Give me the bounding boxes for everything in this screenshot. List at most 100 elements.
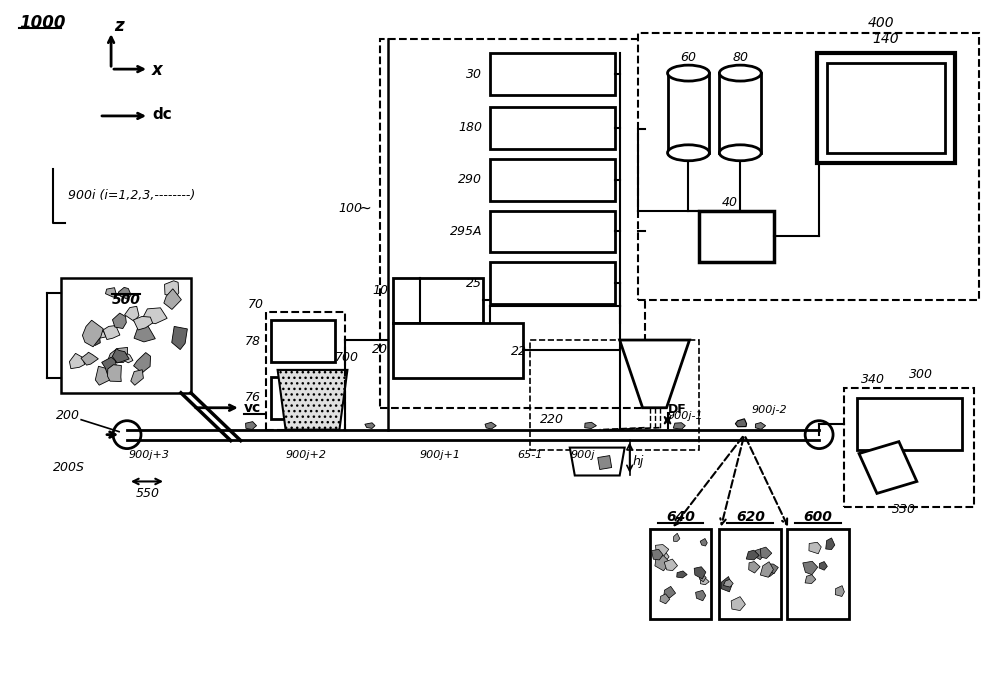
Text: 65-1: 65-1	[517, 450, 543, 459]
Polygon shape	[700, 539, 707, 546]
Polygon shape	[165, 281, 179, 296]
Polygon shape	[112, 313, 126, 329]
Text: 220: 220	[540, 414, 564, 426]
Bar	[719, 73, 761, 153]
Bar	[271, 320, 335, 362]
Text: 300: 300	[909, 368, 933, 382]
Text: 70: 70	[248, 297, 264, 311]
Text: 200: 200	[56, 409, 80, 423]
Bar	[266, 312, 345, 430]
Bar	[638, 33, 979, 300]
Text: 76: 76	[245, 391, 261, 404]
Polygon shape	[655, 545, 669, 557]
Bar	[530, 340, 699, 450]
Text: 100: 100	[338, 202, 362, 215]
Polygon shape	[133, 316, 153, 330]
Polygon shape	[134, 352, 151, 373]
Polygon shape	[809, 542, 821, 554]
Polygon shape	[86, 324, 98, 336]
Text: 80: 80	[732, 51, 748, 64]
Polygon shape	[108, 365, 121, 382]
Text: 60: 60	[680, 51, 696, 64]
Polygon shape	[570, 448, 625, 475]
Bar	[844, 388, 974, 507]
Polygon shape	[749, 562, 760, 573]
Text: 900j+2: 900j+2	[285, 450, 326, 459]
Bar	[490, 107, 615, 149]
Polygon shape	[655, 556, 670, 571]
Polygon shape	[105, 288, 117, 297]
Polygon shape	[760, 562, 773, 578]
Text: 10: 10	[372, 284, 388, 297]
Text: 900i (i=1,2,3,--------): 900i (i=1,2,3,--------)	[68, 189, 195, 202]
Text: 290: 290	[458, 173, 482, 186]
Polygon shape	[246, 422, 257, 430]
Polygon shape	[125, 306, 139, 321]
Text: z: z	[114, 17, 124, 35]
Polygon shape	[768, 564, 778, 573]
Polygon shape	[673, 423, 685, 430]
Polygon shape	[819, 562, 827, 570]
Text: 620: 620	[736, 510, 765, 524]
Polygon shape	[803, 562, 818, 575]
Ellipse shape	[719, 65, 761, 81]
Polygon shape	[82, 320, 103, 347]
Text: 140: 140	[873, 32, 899, 47]
Polygon shape	[731, 596, 745, 611]
Text: 25: 25	[466, 277, 482, 290]
Polygon shape	[172, 327, 187, 350]
Polygon shape	[118, 288, 131, 299]
Bar	[490, 54, 615, 95]
Bar	[668, 73, 709, 153]
Polygon shape	[164, 289, 181, 309]
Polygon shape	[103, 325, 120, 340]
Polygon shape	[674, 533, 680, 541]
Ellipse shape	[668, 145, 709, 161]
Text: 180: 180	[458, 122, 482, 134]
Text: 30: 30	[466, 67, 482, 81]
Bar	[857, 398, 962, 450]
Polygon shape	[660, 594, 670, 604]
Text: 200S: 200S	[53, 461, 85, 474]
Polygon shape	[764, 569, 775, 577]
Ellipse shape	[668, 65, 709, 81]
Text: 900j+1: 900j+1	[420, 450, 461, 459]
Bar	[490, 211, 615, 252]
Polygon shape	[652, 549, 663, 560]
Polygon shape	[719, 530, 781, 619]
Text: DF: DF	[668, 403, 686, 416]
Text: 900j-2: 900j-2	[751, 404, 787, 415]
Text: 40: 40	[721, 196, 737, 209]
Polygon shape	[141, 308, 167, 324]
Bar	[827, 63, 945, 153]
Text: 330: 330	[892, 503, 916, 516]
Polygon shape	[107, 348, 128, 363]
Text: 900j: 900j	[571, 450, 595, 459]
Text: 500: 500	[112, 293, 140, 307]
Polygon shape	[131, 370, 143, 385]
Text: 700: 700	[334, 352, 358, 364]
Ellipse shape	[719, 145, 761, 161]
Polygon shape	[826, 538, 835, 550]
Bar	[490, 262, 615, 304]
Polygon shape	[85, 332, 100, 345]
Bar	[817, 54, 955, 163]
Polygon shape	[598, 455, 612, 470]
Polygon shape	[694, 566, 706, 579]
Polygon shape	[746, 550, 759, 560]
Polygon shape	[664, 587, 676, 598]
Polygon shape	[81, 352, 98, 365]
Polygon shape	[102, 357, 117, 374]
Bar	[393, 323, 523, 378]
Text: 1000: 1000	[19, 15, 66, 32]
Polygon shape	[95, 366, 115, 385]
Polygon shape	[699, 574, 706, 582]
Text: 550: 550	[136, 487, 160, 500]
Text: 900j+3: 900j+3	[128, 450, 169, 459]
Polygon shape	[735, 419, 747, 427]
Text: 900j-1: 900j-1	[668, 411, 703, 420]
Bar	[61, 278, 191, 393]
Text: 20: 20	[372, 343, 388, 357]
Text: 295A: 295A	[450, 225, 482, 238]
Polygon shape	[805, 575, 816, 584]
